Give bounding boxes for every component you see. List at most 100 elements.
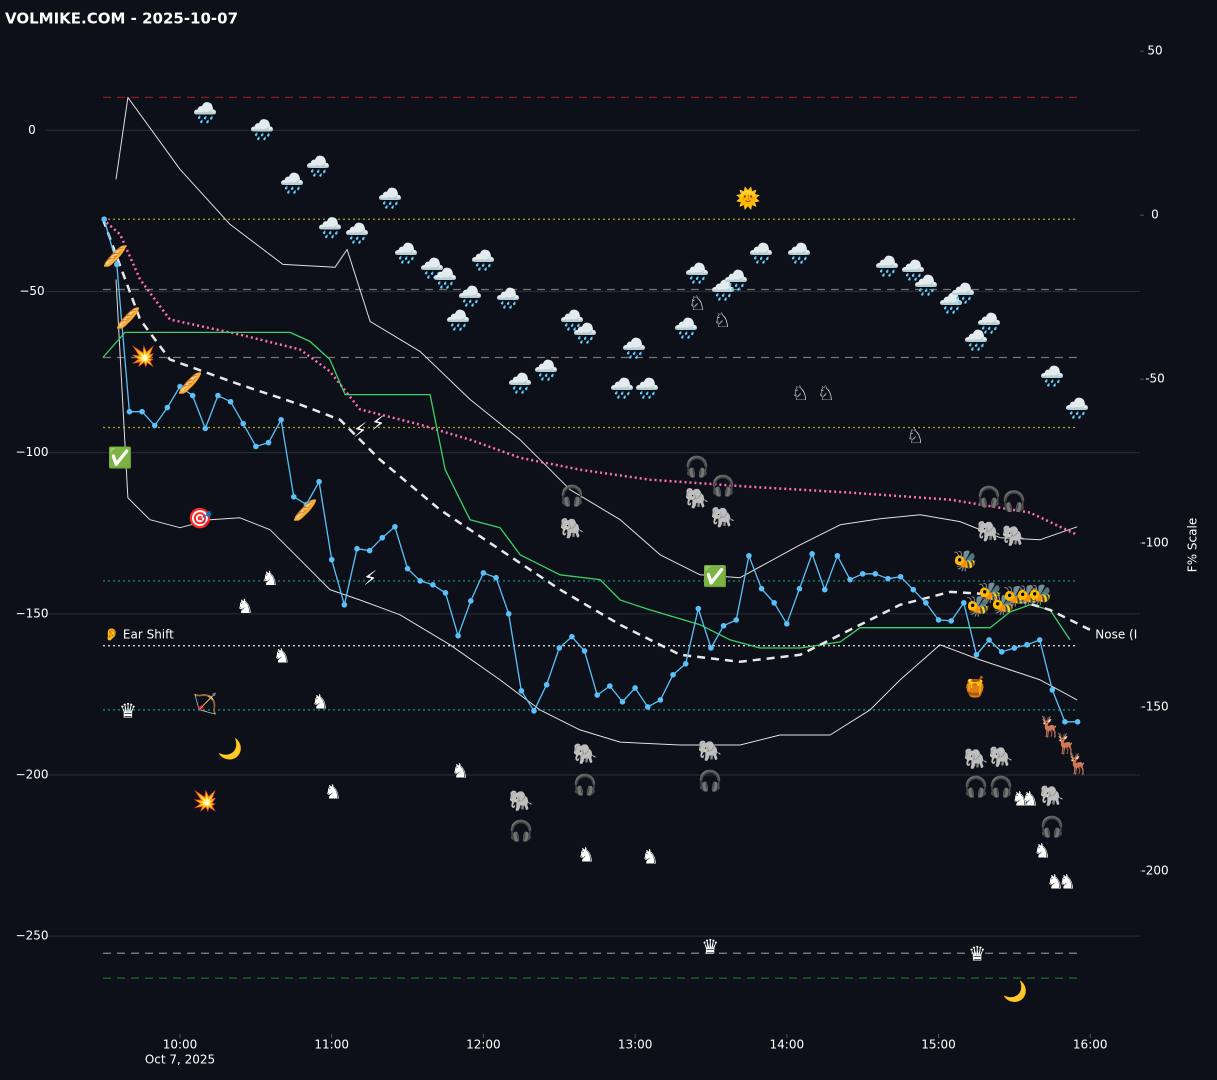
series-point bbox=[202, 425, 209, 432]
emoji-marker: 🌧️ bbox=[534, 358, 559, 382]
emoji-marker: 💥 bbox=[193, 789, 218, 813]
emoji-marker: 💥 bbox=[131, 344, 156, 368]
series-point bbox=[227, 398, 234, 405]
y-tick-label: −50 bbox=[19, 284, 44, 298]
emoji-marker: ♘ bbox=[791, 381, 809, 405]
emoji-marker: ♞ bbox=[311, 689, 329, 713]
series-point bbox=[897, 573, 904, 580]
series-point bbox=[910, 586, 917, 593]
emoji-marker: ♘ bbox=[688, 291, 706, 315]
emoji-marker: 🌧️ bbox=[378, 186, 403, 210]
series-point bbox=[303, 501, 310, 508]
emoji-marker: 🌧️ bbox=[685, 261, 710, 285]
emoji-marker: 🐝 bbox=[1028, 582, 1053, 606]
emoji-marker: ♞ bbox=[1021, 787, 1039, 811]
y-tick-label: −200 bbox=[16, 768, 49, 782]
series-point bbox=[973, 651, 980, 658]
series-point bbox=[215, 392, 221, 399]
emoji-marker: ⚡ bbox=[363, 566, 377, 590]
series-point bbox=[923, 600, 929, 606]
emoji-marker: 🐝 bbox=[1016, 583, 1041, 607]
emoji-marker: 🎧 bbox=[685, 454, 710, 478]
series-point bbox=[935, 617, 942, 623]
series-point bbox=[1036, 637, 1043, 643]
emoji-marker: 🌧️ bbox=[495, 286, 520, 310]
series-point bbox=[556, 645, 563, 651]
emoji-marker: 🐘 bbox=[1002, 523, 1027, 547]
x-tick-label: 16:00 bbox=[1073, 1038, 1108, 1052]
series-point bbox=[139, 408, 145, 415]
emoji-marker: 🎯 bbox=[188, 506, 213, 530]
series-point bbox=[164, 404, 171, 411]
emoji-marker: 🦌 bbox=[1038, 714, 1063, 738]
series-point bbox=[632, 685, 638, 691]
y-tick-label: 0 bbox=[28, 123, 36, 137]
series-point bbox=[1024, 641, 1030, 648]
series-point bbox=[366, 547, 373, 554]
series-point bbox=[265, 439, 272, 446]
series-point bbox=[847, 576, 853, 583]
series-point bbox=[607, 683, 613, 689]
emoji-marker: 🎧 bbox=[573, 772, 598, 796]
emoji-marker: ♞ bbox=[1011, 787, 1029, 811]
emoji-marker: 🌧️ bbox=[508, 371, 533, 395]
series-point bbox=[771, 600, 777, 606]
series-line bbox=[101, 218, 1091, 664]
series-point bbox=[1074, 719, 1081, 725]
emoji-marker: 🦌 bbox=[1054, 732, 1079, 756]
series-point bbox=[720, 622, 727, 629]
series-point bbox=[316, 478, 322, 485]
emoji-marker: 🥖 bbox=[178, 371, 203, 395]
emoji-marker: 🌧️ bbox=[306, 154, 331, 178]
series-point bbox=[455, 632, 461, 639]
emoji-marker: ♞ bbox=[324, 780, 342, 804]
series-point bbox=[417, 578, 424, 584]
annotation: 👂 Ear Shift bbox=[104, 627, 174, 641]
series-point bbox=[657, 697, 664, 703]
y-tick-label: −100 bbox=[16, 445, 49, 459]
series-point bbox=[240, 420, 247, 427]
emoji-marker: 🎧 bbox=[711, 473, 736, 497]
emoji-marker: 🌧️ bbox=[875, 254, 900, 278]
series-point bbox=[834, 552, 841, 559]
series-point bbox=[379, 534, 386, 541]
emoji-marker: 🌧️ bbox=[951, 281, 976, 305]
series-point bbox=[796, 585, 803, 592]
emoji-marker: 🐝 bbox=[1003, 584, 1028, 608]
emoji-marker: 🌙 bbox=[1003, 979, 1028, 1003]
emoji-marker: 🌧️ bbox=[674, 316, 699, 340]
series-point bbox=[569, 633, 575, 640]
emoji-marker: 🐝 bbox=[991, 592, 1016, 616]
emoji-marker: 🐝 bbox=[953, 548, 978, 572]
emoji-marker: 🐘 bbox=[977, 519, 1002, 543]
emoji-marker: 🌧️ bbox=[573, 321, 598, 345]
y2-axis-label: F% Scale bbox=[1186, 518, 1200, 572]
series-point bbox=[708, 645, 714, 651]
series-line bbox=[115, 279, 1078, 746]
emoji-marker: ✅ bbox=[703, 564, 728, 588]
series-point bbox=[505, 611, 512, 617]
y2-tick-label: -100 bbox=[1141, 536, 1168, 550]
emoji-marker: 🏹 bbox=[193, 692, 218, 716]
series-point bbox=[341, 601, 348, 608]
series-point bbox=[859, 571, 866, 577]
emoji-marker: 🌧️ bbox=[964, 328, 989, 352]
emoji-marker: 🥖 bbox=[115, 306, 140, 330]
chart-title: VOLMIKE.COM - 2025-10-07 bbox=[5, 10, 238, 28]
x-tick-label: 10:00 bbox=[163, 1038, 198, 1052]
series-point bbox=[101, 216, 107, 223]
emoji-marker: 🌧️ bbox=[939, 291, 964, 315]
series-point bbox=[619, 699, 626, 705]
emoji-marker: 🌧️ bbox=[345, 221, 370, 245]
emoji-marker: 🎧 bbox=[509, 819, 534, 843]
emoji-marker: 🌧️ bbox=[977, 311, 1002, 335]
series-point bbox=[809, 551, 815, 557]
series-point bbox=[581, 648, 588, 654]
emoji-marker: ♞ bbox=[451, 759, 469, 783]
series-point bbox=[986, 637, 992, 643]
emoji-marker: 🌧️ bbox=[446, 308, 471, 332]
emoji-marker: ♞ bbox=[577, 843, 595, 867]
series-point bbox=[784, 621, 790, 627]
x-tick-label: 15:00 bbox=[921, 1038, 956, 1052]
